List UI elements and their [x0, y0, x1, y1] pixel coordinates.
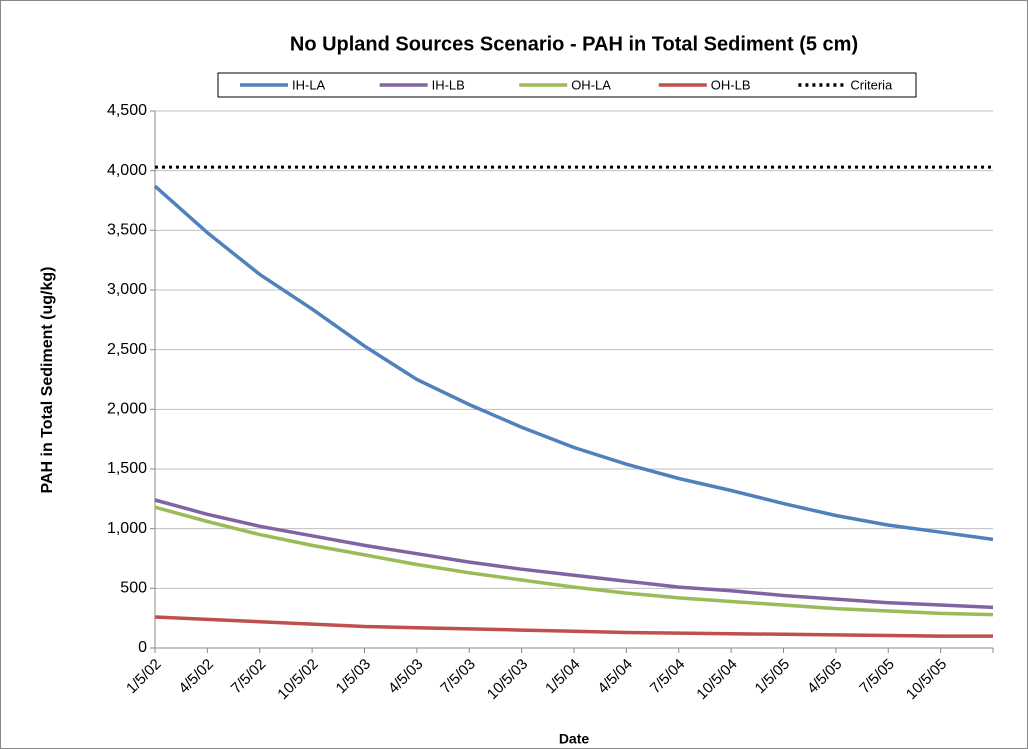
y-tick-label: 500 [120, 580, 147, 597]
legend-label: OH-LB [711, 77, 751, 92]
series-line [154, 615, 993, 638]
y-tick-label: 4,500 [107, 102, 147, 119]
y-tick-label: 0 [138, 639, 147, 656]
y-tick-label: 2,000 [107, 401, 147, 418]
y-axis-label: PAH in Total Sediment (ug/kg) [39, 267, 56, 494]
series-line [153, 184, 994, 542]
legend-label: Criteria [850, 77, 893, 92]
series-line [154, 505, 994, 617]
y-tick-label: 4,000 [107, 162, 147, 179]
y-tick-label: 3,500 [107, 222, 147, 239]
y-tick-label: 2,500 [107, 341, 147, 358]
y-tick-label: 1,000 [107, 520, 147, 537]
series-line [154, 498, 994, 610]
chart-title: No Upland Sources Scenario - PAH in Tota… [290, 33, 858, 55]
x-axis-label: Date [559, 731, 590, 747]
y-tick-label: 3,000 [107, 281, 147, 298]
legend-label: IH-LB [432, 77, 465, 92]
legend-label: OH-LA [571, 77, 611, 92]
legend-label: IH-LA [292, 77, 326, 92]
y-tick-label: 1,500 [107, 460, 147, 477]
